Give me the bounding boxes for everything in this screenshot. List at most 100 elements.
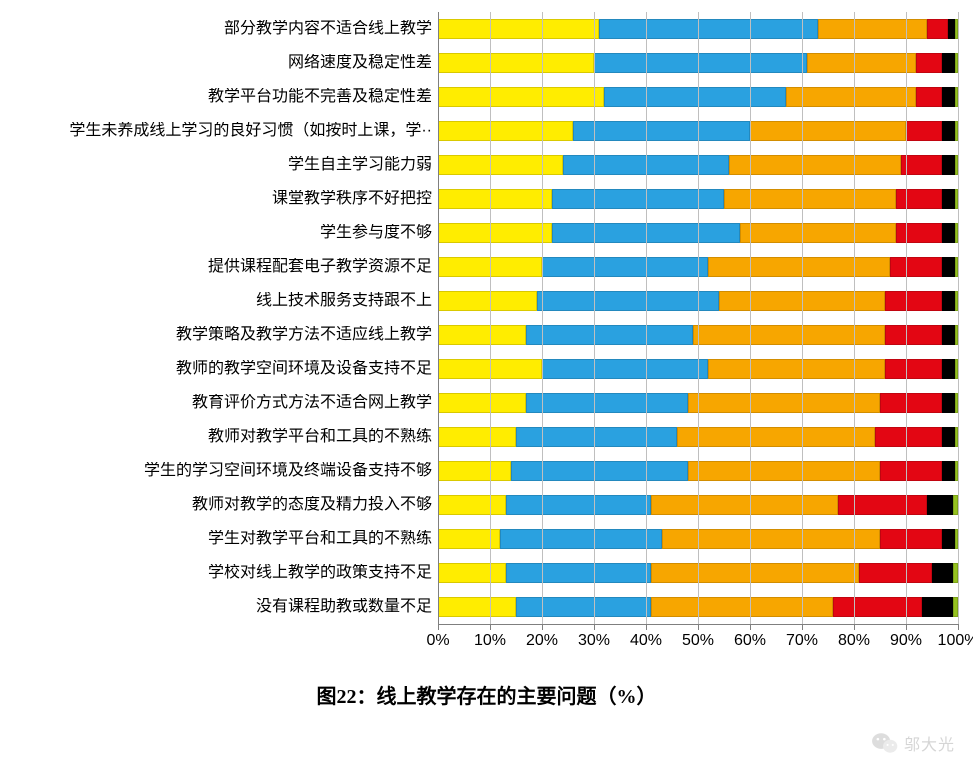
bar-segment — [927, 19, 948, 39]
bar-track — [438, 257, 958, 277]
bar-track — [438, 87, 958, 107]
bar-segment — [833, 597, 921, 617]
bar-segment — [942, 223, 955, 243]
category-label: 没有课程助教或数量不足 — [0, 598, 438, 616]
chart-row: 提供课程配套电子教学资源不足 — [0, 250, 973, 284]
bar-segment — [896, 223, 943, 243]
bar-track — [438, 53, 958, 73]
bar-segment — [948, 19, 956, 39]
bar-segment — [880, 393, 942, 413]
x-tick-label: 90% — [890, 632, 922, 650]
category-label: 教师对教学的态度及精力投入不够 — [0, 496, 438, 514]
bar-segment — [838, 495, 926, 515]
chart-row: 线上技术服务支持跟不上 — [0, 284, 973, 318]
stacked-bar-chart: 部分教学内容不适合线上教学网络速度及稳定性差教学平台功能不完善及稳定性差学生未养… — [0, 12, 973, 624]
bar-track — [438, 155, 958, 175]
bar-track — [438, 427, 958, 447]
bar-segment — [500, 529, 661, 549]
bar-segment — [573, 121, 750, 141]
category-label: 学校对线上教学的政策支持不足 — [0, 564, 438, 582]
tick-mark — [698, 624, 699, 630]
bar-segment — [942, 393, 955, 413]
chart-row: 教育评价方式方法不适合网上教学 — [0, 386, 973, 420]
bar-track — [438, 597, 958, 617]
category-label: 线上技术服务支持跟不上 — [0, 292, 438, 310]
bar-track — [438, 359, 958, 379]
bar-segment — [932, 563, 953, 583]
x-tick-label: 80% — [838, 632, 870, 650]
bar-segment — [955, 53, 958, 73]
category-label: 教师对教学平台和工具的不熟练 — [0, 428, 438, 446]
tick-mark — [854, 624, 855, 630]
bar-segment — [594, 53, 807, 73]
tick-mark — [542, 624, 543, 630]
chart-row: 教学平台功能不完善及稳定性差 — [0, 80, 973, 114]
x-tick-label: 70% — [786, 632, 818, 650]
bar-segment — [955, 19, 958, 39]
bar-segment — [885, 291, 942, 311]
bar-segment — [885, 359, 942, 379]
bar-segment — [537, 291, 719, 311]
x-tick-label: 10% — [474, 632, 506, 650]
chart-row: 教师对教学的态度及精力投入不够 — [0, 488, 973, 522]
category-label: 教学策略及教学方法不适应线上教学 — [0, 326, 438, 344]
bar-segment — [955, 325, 958, 345]
bar-segment — [818, 19, 927, 39]
bar-track — [438, 461, 958, 481]
chart-row: 学生的学习空间环境及终端设备支持不够 — [0, 454, 973, 488]
bar-segment — [786, 87, 916, 107]
bar-segment — [526, 393, 687, 413]
bar-segment — [604, 87, 786, 107]
bar-segment — [955, 121, 958, 141]
bar-segment — [438, 189, 552, 209]
bar-segment — [885, 325, 942, 345]
chart-row: 教学策略及教学方法不适应线上教学 — [0, 318, 973, 352]
bar-segment — [955, 87, 958, 107]
bar-segment — [955, 461, 958, 481]
x-tick-label: 60% — [734, 632, 766, 650]
bar-segment — [516, 427, 677, 447]
x-tick-label: 100% — [938, 632, 973, 650]
chart-row: 学校对线上教学的政策支持不足 — [0, 556, 973, 590]
bar-segment — [677, 427, 875, 447]
bar-segment — [438, 597, 516, 617]
bar-track — [438, 529, 958, 549]
chart-row: 教师的教学空间环境及设备支持不足 — [0, 352, 973, 386]
chart-row: 学生对教学平台和工具的不熟练 — [0, 522, 973, 556]
bar-segment — [942, 189, 955, 209]
bar-segment — [516, 597, 651, 617]
bar-segment — [955, 291, 958, 311]
bar-segment — [942, 87, 955, 107]
tick-mark — [802, 624, 803, 630]
bar-segment — [750, 121, 906, 141]
bar-track — [438, 325, 958, 345]
bar-track — [438, 19, 958, 39]
bar-segment — [955, 427, 958, 447]
bar-segment — [922, 597, 953, 617]
bar-segment — [542, 359, 708, 379]
bar-segment — [708, 359, 885, 379]
bar-segment — [438, 223, 552, 243]
bar-segment — [955, 529, 958, 549]
category-label: 网络速度及稳定性差 — [0, 54, 438, 72]
bar-segment — [438, 325, 526, 345]
bar-track — [438, 563, 958, 583]
bar-segment — [552, 189, 724, 209]
category-label: 教学平台功能不完善及稳定性差 — [0, 88, 438, 106]
bar-segment — [953, 563, 958, 583]
tick-mark — [594, 624, 595, 630]
bar-segment — [526, 325, 692, 345]
chart-row: 课堂教学秩序不好把控 — [0, 182, 973, 216]
category-label: 学生的学习空间环境及终端设备支持不够 — [0, 462, 438, 480]
bar-segment — [955, 223, 958, 243]
bar-segment — [651, 563, 859, 583]
category-label: 学生未养成线上学习的良好习惯（如按时上课，学·· — [0, 122, 438, 140]
bar-segment — [511, 461, 688, 481]
bar-segment — [438, 121, 573, 141]
bar-segment — [506, 495, 652, 515]
tick-mark — [958, 624, 959, 630]
bar-track — [438, 393, 958, 413]
chart-row: 教师对教学平台和工具的不熟练 — [0, 420, 973, 454]
tick-mark — [646, 624, 647, 630]
chart-row: 学生自主学习能力弱 — [0, 148, 973, 182]
